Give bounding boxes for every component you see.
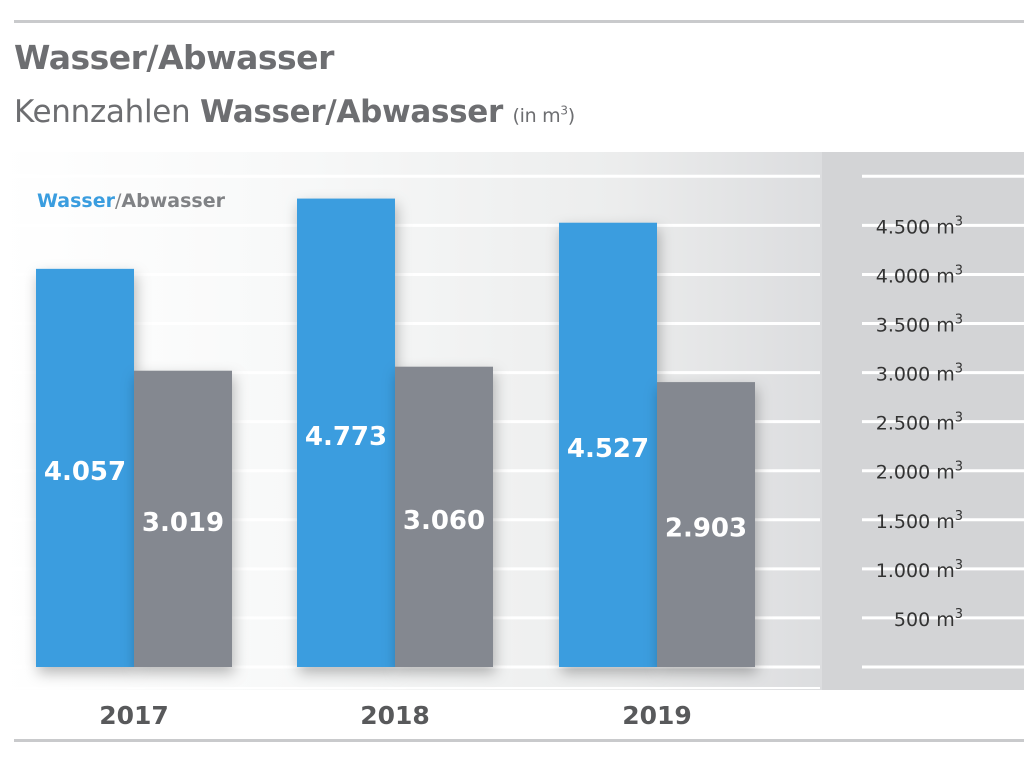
chart-legend: Wasser/Abwasser bbox=[37, 190, 225, 212]
legend-wastewater: Abwasser bbox=[121, 190, 225, 212]
y-tick-label: 1.000 m3 bbox=[876, 558, 963, 582]
bar-wasser-2018 bbox=[297, 198, 395, 668]
subtitle-bold: Wasser/Abwasser bbox=[199, 94, 503, 130]
y-tick-label: 4.500 m3 bbox=[876, 214, 963, 238]
x-tick-label-2018: 2018 bbox=[360, 701, 430, 730]
y-tick-label: 2.500 m3 bbox=[876, 411, 963, 435]
x-tick-label-2017: 2017 bbox=[99, 701, 169, 730]
bar-value-label: 4.527 bbox=[567, 434, 649, 464]
page-title: Wasser/Abwasser bbox=[14, 38, 334, 77]
bar-wasser-2019 bbox=[559, 222, 657, 667]
subtitle-unit-prefix: (in m bbox=[512, 105, 561, 127]
subtitle-prefix: Kennzahlen bbox=[14, 94, 200, 130]
legend-water: Wasser bbox=[37, 190, 115, 212]
y-tick-label: 1.500 m3 bbox=[876, 509, 963, 533]
bar-value-label: 2.903 bbox=[665, 514, 747, 544]
bottom-rule bbox=[14, 739, 1024, 742]
subtitle-unit-suffix: ) bbox=[567, 105, 575, 127]
y-tick-label: 2.000 m3 bbox=[876, 460, 963, 484]
bar-abwasser-2018 bbox=[395, 366, 493, 667]
y-tick-label: 3.000 m3 bbox=[876, 362, 963, 386]
bar-value-label: 4.057 bbox=[44, 457, 126, 487]
page-subtitle: Kennzahlen Wasser/Abwasser (in m3) bbox=[14, 94, 575, 130]
y-tick-label: 500 m3 bbox=[894, 607, 963, 631]
bar-abwasser-2019 bbox=[657, 382, 755, 667]
bar-value-label: 3.019 bbox=[142, 508, 224, 538]
bar-wasser-2017 bbox=[36, 268, 134, 667]
bar-value-label: 4.773 bbox=[305, 422, 387, 452]
bar-abwasser-2017 bbox=[134, 370, 232, 667]
subtitle-unit: (in m3) bbox=[512, 103, 576, 127]
x-tick-label-2019: 2019 bbox=[622, 701, 692, 730]
subtitle-unit-sup: 3 bbox=[560, 103, 568, 118]
y-tick-label: 3.500 m3 bbox=[876, 313, 963, 337]
legend-separator: / bbox=[114, 190, 122, 212]
top-rule bbox=[14, 20, 1024, 23]
y-tick-label: 4.000 m3 bbox=[876, 263, 963, 287]
bar-value-label: 3.060 bbox=[403, 506, 485, 536]
